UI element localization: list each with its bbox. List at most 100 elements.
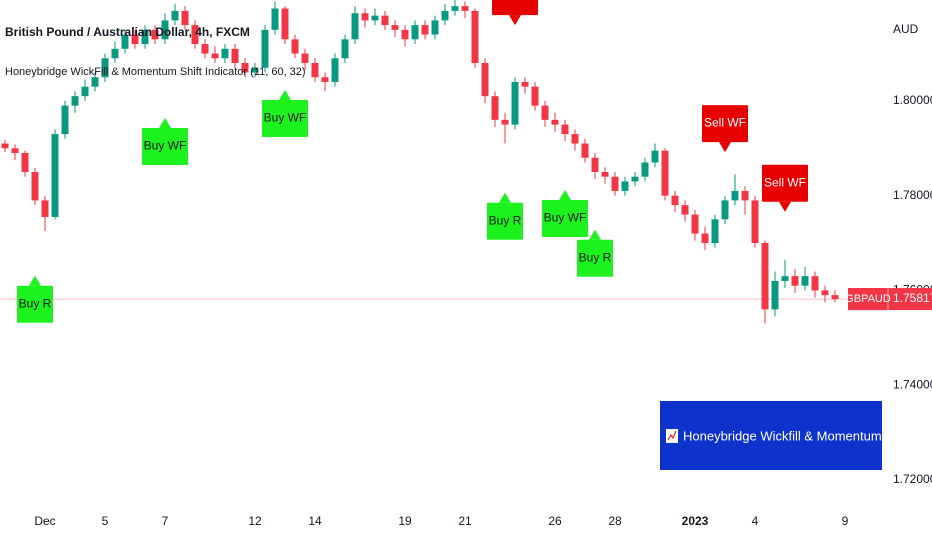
- candle-body: [311, 63, 319, 78]
- candle-body: [321, 77, 329, 82]
- candle-body: [551, 119, 559, 125]
- signal-label: Sell WF: [702, 105, 748, 153]
- candle-body: [411, 25, 419, 40]
- candle-body: [131, 34, 139, 45]
- candle-body: [301, 53, 309, 64]
- candle-body: [191, 25, 199, 45]
- signal-label: Sell WF: [762, 164, 808, 212]
- candle-body: [221, 48, 229, 59]
- candle-body: [11, 148, 19, 154]
- candle-body: [121, 34, 129, 49]
- signal-box: [577, 239, 613, 277]
- indicator-title: Honeybridge WickFill & Momentum Shift In…: [5, 66, 306, 78]
- candle-body: [771, 280, 779, 310]
- plot-area: Buy R Buy WF Buy WF Sell WF Buy R Buy WF Buy R…: [0, 0, 848, 324]
- x-tick-label: 7: [162, 514, 169, 528]
- candle-body: [61, 105, 69, 135]
- candle-body: [251, 67, 259, 73]
- chart-title: British Pound / Australian Dollar, 4h, F…: [5, 25, 250, 39]
- signal-arrow: [29, 275, 41, 286]
- candle-body: [401, 29, 409, 40]
- candle-body: [591, 157, 599, 172]
- candle-body: [91, 77, 99, 87]
- signal-label: Buy WF: [142, 117, 188, 165]
- candle-body: [581, 143, 589, 158]
- x-tick-label: 12: [248, 514, 262, 528]
- symbol-label: GBPAUD: [845, 293, 891, 305]
- candle-body: [51, 134, 59, 217]
- candle-body: [481, 63, 489, 97]
- signal-arrow: [559, 189, 571, 200]
- candle-body: [281, 8, 289, 40]
- signal-text: Buy R: [579, 250, 612, 264]
- candle-body: [511, 81, 519, 125]
- x-tick-label: 21: [458, 514, 472, 528]
- candle-body: [241, 63, 249, 73]
- candle-body: [711, 219, 719, 244]
- last-price-label: 1.75817: [893, 291, 932, 305]
- candle-body: [631, 176, 639, 182]
- candle-body: [441, 10, 449, 21]
- candle-body: [661, 150, 669, 196]
- candle-body: [791, 276, 799, 286]
- x-tick-label: 26: [548, 514, 562, 528]
- candle-body: [261, 29, 269, 68]
- x-tick-label: 5: [102, 514, 109, 528]
- candle-body: [671, 195, 679, 206]
- candle-body: [821, 290, 829, 296]
- candle-body: [211, 53, 219, 59]
- signal-text: Buy WF: [544, 211, 587, 225]
- x-tick-label: 4: [752, 514, 759, 528]
- signal-text: Sell WF: [704, 116, 746, 130]
- signal-box: [762, 164, 808, 202]
- candle-body: [761, 243, 769, 310]
- x-tick-label: 19: [398, 514, 412, 528]
- x-tick-label: 9: [842, 514, 849, 528]
- candle-body: [451, 6, 459, 11]
- candle-body: [291, 39, 299, 54]
- signal-arrow: [279, 90, 291, 101]
- candle-body: [271, 8, 279, 30]
- candle-body: [491, 96, 499, 120]
- candle-body: [171, 10, 179, 21]
- candle-body: [521, 81, 529, 87]
- candle-body: [391, 25, 399, 30]
- candle-body: [381, 15, 389, 26]
- x-tick-label: 14: [308, 514, 322, 528]
- candle-body: [561, 124, 569, 135]
- candle-body: [751, 200, 759, 244]
- candle-body: [371, 15, 379, 21]
- y-tick-label: 1.74000: [893, 377, 932, 391]
- y-tick-label: 1.78000: [893, 188, 932, 202]
- candle-body: [341, 39, 349, 59]
- signal-text: Sell WF: [764, 175, 806, 189]
- candle-body: [461, 6, 469, 11]
- y-tick-label: 1.72000: [893, 472, 932, 486]
- candle-body: [691, 214, 699, 234]
- signal-label: Sell WF: [492, 0, 538, 26]
- candle-body: [641, 162, 649, 177]
- signal-text: Buy WF: [264, 111, 307, 125]
- candle-body: [1, 143, 9, 149]
- signal-box: [17, 285, 53, 323]
- candle-body: [501, 119, 509, 125]
- signal-box: [702, 105, 748, 143]
- signal-label: Buy WF: [542, 189, 588, 237]
- candle-body: [101, 58, 109, 78]
- candle-body: [531, 86, 539, 106]
- candle-body: [471, 10, 479, 64]
- y-tick-label: 1.80000: [893, 93, 932, 107]
- signal-label: Buy R: [577, 229, 613, 277]
- banner: Honeybridge Wickfill & Momentum Shift In…: [660, 401, 932, 470]
- candle-body: [831, 295, 839, 300]
- candle-body: [21, 153, 29, 172]
- signal-text: Sell WF: [494, 0, 536, 3]
- candle-body: [651, 150, 659, 163]
- signal-text: Buy R: [19, 296, 52, 310]
- signal-arrow: [509, 15, 521, 26]
- candle-body: [811, 276, 819, 291]
- signal-box: [142, 127, 188, 165]
- candle-body: [141, 29, 149, 45]
